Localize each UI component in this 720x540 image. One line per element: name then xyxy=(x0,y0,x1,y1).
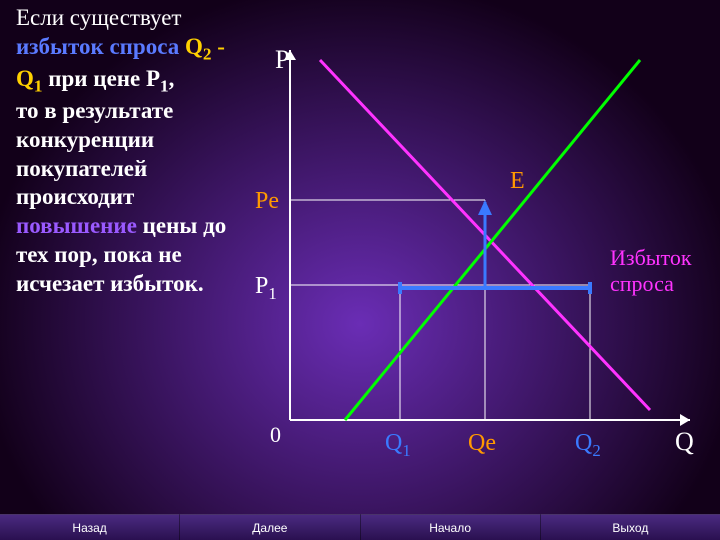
nav-btn-next[interactable]: Далее xyxy=(179,514,359,540)
nav-bar: НазадДалееНачалоВыход xyxy=(0,514,720,540)
label-Q2: Q2 xyxy=(575,430,601,460)
label-P1: P1 xyxy=(255,273,277,303)
label-origin: 0 xyxy=(270,422,281,447)
label-Qe: Qe xyxy=(468,430,496,456)
nav-btn-exit[interactable]: Выход xyxy=(540,514,720,540)
label-excess-demand-2: спроса xyxy=(610,271,674,296)
label-P: P xyxy=(275,45,289,74)
label-Q1: Q1 xyxy=(385,430,411,460)
label-Pe: Pe xyxy=(255,188,279,214)
slide-root: Если существует избыток спроса Q2 - Q1 п… xyxy=(0,0,720,540)
label-excess-demand: Избыток xyxy=(610,245,692,270)
label-E: E xyxy=(510,168,525,194)
nav-btn-home[interactable]: Начало xyxy=(360,514,540,540)
price-rise-arrow-head xyxy=(478,200,492,215)
x-axis-arrow xyxy=(680,414,690,426)
label-Q: Q xyxy=(675,427,694,456)
explanation-text: Если существует избыток спроса Q2 - Q1 п… xyxy=(16,4,236,298)
supply-curve xyxy=(345,60,640,420)
nav-btn-back[interactable]: Назад xyxy=(0,514,179,540)
supply-demand-chart: P Pe P1 E 0 Q1 Qe Q2 Q Избытокспроса xyxy=(240,30,710,490)
